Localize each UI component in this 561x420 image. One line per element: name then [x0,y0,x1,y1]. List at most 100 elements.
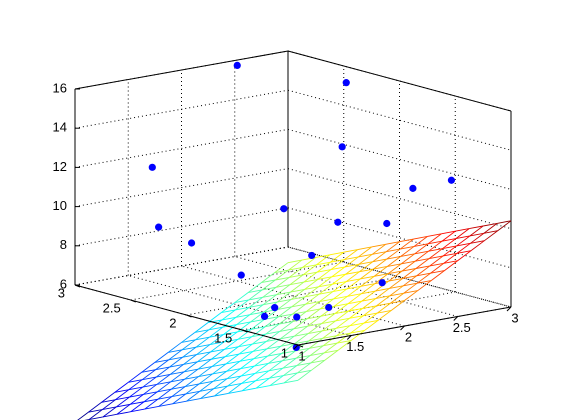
mesh-line [428,248,443,259]
mesh-line [416,265,431,277]
mesh-line [428,240,443,252]
mesh-line [306,301,320,312]
mesh-line [170,378,185,383]
mesh-line [182,346,197,358]
mesh-line [238,343,253,355]
mesh-line [279,321,294,332]
data-point [271,304,279,312]
mesh-line [321,320,336,325]
mesh-line [88,409,103,420]
mesh-line [186,398,201,402]
mesh-line [279,328,294,332]
mesh-line [155,359,170,371]
mesh-line [359,268,374,273]
mesh-line [483,223,498,234]
mesh-line [156,374,171,378]
mesh-line [223,331,238,336]
mesh-line [168,349,183,361]
mesh-line [291,296,306,300]
mesh-line [335,317,350,322]
mesh-line [315,254,330,258]
mesh-line [377,310,392,314]
mesh-line [318,283,333,295]
mesh-line [323,349,339,354]
mesh-line [210,348,225,353]
mesh-line [239,350,254,355]
mesh-line [130,401,145,405]
mesh-line [235,306,250,318]
mesh-line [336,325,351,337]
mesh-line [156,374,171,385]
mesh-line [101,391,116,403]
y-tick-mark [130,299,136,303]
data-point [293,313,301,321]
mesh-line [389,278,403,289]
mesh-line [332,281,347,292]
mesh-line [413,236,428,247]
mesh-line [194,329,209,333]
mesh-line [357,246,372,251]
gridline [287,246,512,308]
mesh-line [238,343,253,348]
mesh-line [416,272,431,284]
mesh-line [359,268,374,280]
mesh-line [390,292,405,304]
mesh-line [332,281,347,285]
mesh-line [267,353,282,364]
mesh-line [444,260,459,271]
mesh-line [278,313,293,325]
mesh-line [209,341,225,345]
mesh-line [311,359,325,371]
mesh-line [343,249,358,253]
mesh-line [183,368,199,373]
mesh-line [236,321,251,333]
mesh-line [496,220,512,224]
mesh-line [387,256,402,267]
mesh-line [427,233,442,245]
mesh-line [253,355,268,360]
mesh-line [115,389,130,401]
mesh-line [251,326,266,338]
mesh-line [266,331,280,342]
mesh-line [377,310,392,321]
mesh-line [240,365,255,377]
mesh-line [196,344,211,355]
mesh-line [443,260,458,264]
mesh-line [350,330,365,341]
mesh-line [306,308,321,320]
mesh-line [361,283,376,295]
x-tick-label: 3 [511,310,518,325]
mesh-line [181,332,196,343]
mesh-line [415,258,430,269]
mesh-line [236,321,251,326]
mesh-line [483,222,498,227]
mesh-line [197,351,211,363]
mesh-line [261,279,276,284]
mesh-line [167,342,182,353]
mesh-line [266,338,281,350]
mesh-line [307,315,322,327]
mesh-line [283,365,298,376]
mesh-line [297,369,312,381]
mesh-line [344,256,359,268]
mesh-line [346,285,361,290]
mesh-line [317,276,332,280]
mesh-line [114,381,129,393]
mesh-line [195,344,211,348]
mesh-line [403,290,418,294]
gridline [186,276,400,316]
mesh-line [387,263,402,267]
mesh-line [290,289,305,300]
mesh-line [387,263,402,275]
mesh-line [194,322,209,333]
mesh-line [347,285,362,297]
mesh-line [318,291,334,295]
mesh-line [305,301,320,305]
mesh-line [268,360,283,372]
mesh-line [297,369,312,374]
mesh-line [361,290,376,295]
mesh-line [276,291,291,303]
mesh-line [363,312,378,324]
mesh-line [323,342,338,354]
mesh-line [429,262,444,267]
